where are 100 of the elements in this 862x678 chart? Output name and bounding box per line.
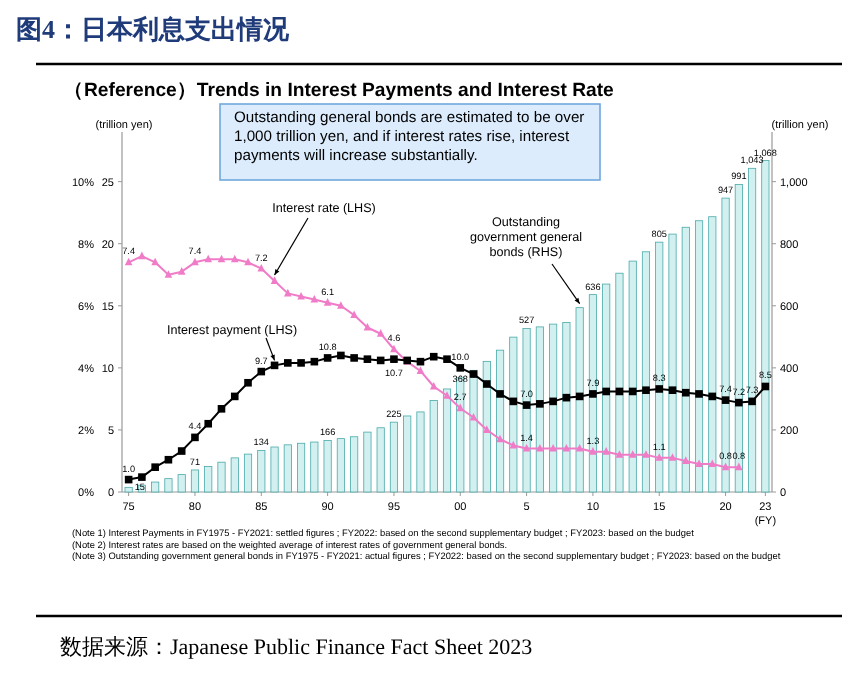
point bbox=[363, 322, 372, 331]
bar bbox=[151, 481, 160, 493]
point bbox=[642, 450, 650, 458]
point bbox=[191, 433, 199, 442]
point bbox=[655, 453, 664, 461]
point bbox=[496, 390, 504, 398]
point bbox=[350, 354, 358, 362]
point bbox=[549, 443, 557, 452]
bar bbox=[442, 388, 452, 493]
point bbox=[695, 390, 703, 398]
chart-subtitle: （Reference）Trends in Interest Payments and Interest Rate bbox=[64, 80, 614, 102]
point bbox=[642, 386, 650, 395]
point bbox=[589, 447, 597, 455]
point bbox=[681, 456, 690, 464]
point bbox=[735, 462, 743, 471]
point bbox=[668, 386, 677, 395]
bar bbox=[403, 415, 412, 493]
point bbox=[735, 398, 743, 407]
point bbox=[589, 390, 597, 398]
bar bbox=[164, 478, 173, 493]
point bbox=[138, 473, 146, 481]
source-note: 数据来源：Japanese Public Finance Fact Sheet 2023 bbox=[60, 634, 534, 660]
point bbox=[257, 367, 266, 376]
point bbox=[284, 359, 292, 367]
point bbox=[708, 459, 717, 468]
point bbox=[681, 388, 690, 397]
point bbox=[721, 462, 730, 471]
line-series bbox=[124, 251, 743, 471]
bar bbox=[243, 453, 253, 493]
point bbox=[164, 455, 173, 464]
bar bbox=[323, 440, 332, 493]
bar bbox=[588, 294, 597, 493]
point bbox=[376, 329, 385, 337]
bar bbox=[350, 436, 359, 493]
point bbox=[602, 387, 610, 396]
point bbox=[390, 355, 398, 363]
point bbox=[602, 447, 610, 455]
bar bbox=[641, 251, 651, 493]
point bbox=[390, 344, 398, 353]
bar bbox=[416, 411, 425, 493]
point bbox=[297, 359, 305, 367]
bar bbox=[363, 431, 372, 493]
point bbox=[270, 276, 279, 284]
point bbox=[748, 397, 756, 406]
point bbox=[456, 364, 465, 372]
point bbox=[350, 310, 358, 319]
point bbox=[536, 443, 544, 452]
point bbox=[177, 267, 186, 275]
bar bbox=[708, 216, 717, 493]
bar bbox=[509, 336, 518, 493]
bar bbox=[575, 307, 584, 493]
bar bbox=[562, 322, 571, 493]
bar bbox=[376, 427, 385, 493]
point bbox=[323, 298, 332, 306]
point bbox=[337, 351, 345, 360]
bar bbox=[230, 457, 239, 493]
bar bbox=[694, 220, 704, 493]
point bbox=[310, 294, 319, 303]
point bbox=[204, 254, 213, 263]
bar bbox=[190, 469, 200, 493]
point bbox=[323, 354, 332, 362]
point bbox=[429, 381, 438, 390]
bar bbox=[721, 197, 730, 493]
bar bbox=[297, 442, 306, 493]
bar bbox=[522, 328, 531, 493]
bar bbox=[429, 400, 438, 493]
point bbox=[244, 378, 252, 387]
bar bbox=[257, 450, 266, 493]
bar bbox=[310, 441, 319, 493]
point bbox=[429, 352, 438, 361]
point bbox=[151, 463, 159, 471]
bar bbox=[482, 360, 491, 493]
point bbox=[164, 270, 173, 278]
point bbox=[443, 355, 451, 363]
chart-title: 图4：日本利息支出情况 bbox=[16, 14, 291, 44]
bar bbox=[270, 446, 279, 493]
bar bbox=[204, 466, 213, 493]
point bbox=[695, 459, 703, 468]
bar bbox=[336, 438, 345, 493]
point bbox=[628, 387, 637, 396]
bar bbox=[655, 241, 664, 493]
point bbox=[337, 301, 345, 309]
bar bbox=[602, 283, 611, 493]
point bbox=[469, 412, 478, 421]
point bbox=[363, 355, 372, 363]
point bbox=[628, 450, 637, 458]
bar bbox=[668, 233, 677, 493]
point bbox=[257, 263, 266, 272]
point bbox=[509, 440, 518, 449]
point bbox=[456, 403, 465, 412]
point bbox=[562, 443, 571, 452]
point bbox=[443, 391, 451, 399]
point bbox=[536, 400, 544, 408]
point bbox=[483, 425, 491, 433]
point bbox=[284, 288, 292, 297]
bar bbox=[628, 260, 637, 493]
point bbox=[549, 397, 557, 406]
point bbox=[522, 401, 531, 409]
bar bbox=[124, 486, 133, 493]
point bbox=[575, 443, 584, 452]
